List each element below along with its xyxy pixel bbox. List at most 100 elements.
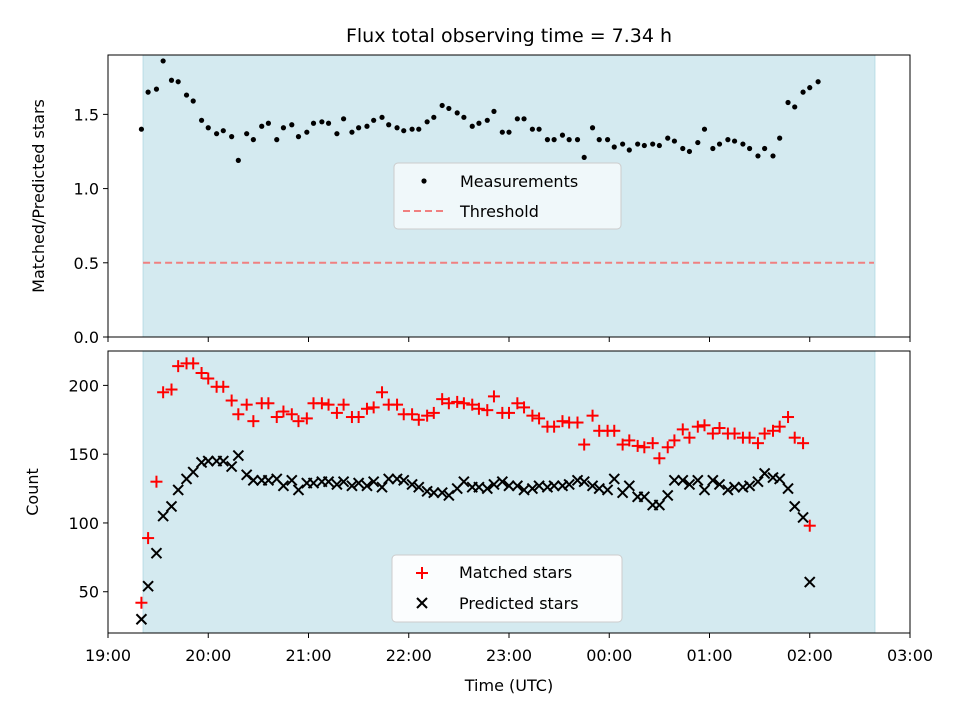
matched-star-point: [481, 404, 494, 417]
y-tick-label: 50: [79, 583, 99, 602]
measurement-point: [198, 117, 205, 123]
measurement-point: [153, 86, 160, 92]
count-marks: [135, 357, 816, 625]
measurement-point: [356, 125, 362, 131]
matched-star-point: [195, 367, 208, 380]
measurement-point: [325, 120, 332, 126]
matched-star-point: [472, 402, 485, 415]
panel-counts: 50 100 150 200 19:00 20:00 21:00 22:00 23:00 00:…: [23, 350, 933, 695]
y-tick-label: 150: [68, 445, 99, 464]
predicted-star-point: [743, 480, 756, 492]
predicted-star-point: [142, 580, 154, 592]
matched-star-point: [758, 427, 771, 440]
matched-star-point: [638, 441, 651, 454]
measurement-point: [596, 137, 602, 143]
predicted-star-point: [548, 480, 560, 492]
legend-marker-predicted: [416, 597, 428, 609]
measurement-point: [205, 125, 211, 131]
predicted-star-point: [277, 480, 290, 492]
matched-star-point: [487, 390, 500, 403]
legend-label-measurements: Measurements: [460, 172, 578, 191]
predicted-star-point: [413, 481, 425, 493]
predicted-star-point: [361, 480, 373, 492]
measurement-point: [349, 129, 355, 135]
measurement-point: [138, 126, 145, 132]
y-tick-label: 0.5: [74, 254, 99, 273]
measurement-point: [364, 123, 370, 129]
matched-star-point: [668, 434, 681, 447]
measurement-point: [469, 123, 475, 129]
measurement-point: [551, 137, 557, 143]
measurement-point: [650, 141, 656, 147]
predicted-star-point: [752, 475, 764, 488]
predicted-star-point: [157, 510, 169, 522]
measurement-point: [566, 137, 572, 143]
matched-star-point: [683, 431, 696, 444]
matched-star-point: [427, 406, 440, 419]
predicted-star-point: [232, 449, 245, 462]
measurement-point: [506, 129, 512, 135]
matched-star-point: [352, 411, 365, 424]
measurement-point: [620, 141, 626, 147]
measurement-point: [762, 145, 768, 152]
measurement-point: [476, 120, 482, 126]
measurement-point: [740, 141, 746, 147]
measurement-point: [626, 147, 632, 153]
matched-star-point: [165, 383, 178, 396]
measurement-point: [235, 157, 241, 163]
measurement-point: [536, 126, 542, 132]
legend-marker-matched: [416, 567, 428, 579]
matched-star-point: [511, 397, 524, 410]
measurement-point: [491, 108, 497, 114]
matched-star-point: [406, 408, 419, 421]
predicted-star-point: [563, 478, 575, 491]
predicted-star-point: [376, 481, 388, 493]
matched-star-point: [202, 372, 215, 385]
y-tick-label: 0.0: [74, 328, 99, 347]
chart-title: Flux total observing time = 7.34 h: [346, 25, 672, 47]
predicted-star-point: [608, 473, 620, 485]
matched-star-point: [436, 393, 449, 406]
matched-star-point: [803, 519, 816, 532]
matched-star-point: [262, 397, 275, 410]
measurement-point: [604, 137, 611, 143]
matched-star-point: [782, 411, 795, 424]
matched-star-point: [457, 397, 470, 410]
matched-star-point: [135, 596, 148, 609]
measurement-point: [484, 117, 490, 123]
measurement-point: [635, 141, 641, 147]
x-ticks: 19:00 20:00 21:00 22:00 23:00 00:00 01:00 02:00…: [85, 633, 933, 665]
predicted-star-point: [782, 482, 794, 495]
x-tick-label: 20:00: [185, 646, 231, 665]
measurement-point: [529, 126, 535, 132]
matched-star-point: [360, 402, 373, 415]
predicted-star-point: [804, 576, 816, 588]
matched-star-point: [661, 441, 674, 454]
predicted-star-point: [653, 499, 666, 511]
matched-star-point: [315, 397, 328, 410]
measurement-point: [777, 135, 783, 141]
measurement-point: [289, 122, 295, 128]
x-tick-label: 23:00: [486, 646, 532, 665]
matched-star-point: [247, 415, 260, 428]
predicted-star-point: [187, 466, 199, 478]
measurement-point: [145, 89, 151, 95]
matched-star-point: [706, 427, 719, 440]
matched-star-point: [713, 422, 726, 435]
measurement-point: [665, 135, 671, 141]
y-tick-label: 100: [68, 514, 99, 533]
matched-star-point: [232, 408, 245, 421]
matched-star-point: [743, 431, 756, 444]
matched-star-point: [691, 420, 704, 433]
measurement-point: [716, 141, 723, 147]
x-axis-label: Time (UTC): [464, 676, 553, 695]
matched-star-point: [518, 401, 531, 414]
measurement-point: [731, 138, 738, 144]
legend-marker-measurements: [421, 178, 427, 184]
x-tick-label: 19:00: [85, 646, 131, 665]
predicted-star-point: [623, 480, 636, 492]
measurement-point: [574, 137, 581, 143]
measurement-point: [671, 138, 678, 144]
predicted-star-point: [698, 484, 711, 496]
matched-star-point: [586, 409, 599, 422]
